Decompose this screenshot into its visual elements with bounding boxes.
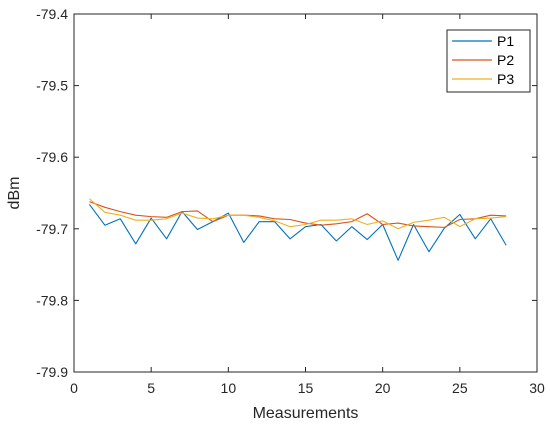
legend-box bbox=[446, 29, 531, 93]
legend: P1 P2 P3 bbox=[446, 29, 531, 93]
y-tick-label: -79.8 bbox=[36, 292, 68, 308]
y-tick-label: -79.5 bbox=[36, 78, 68, 94]
series-line-p1 bbox=[88, 204, 507, 261]
series-layer bbox=[88, 198, 507, 261]
legend-label-p1: P1 bbox=[497, 33, 514, 49]
x-tick-label: 20 bbox=[375, 380, 391, 396]
y-tick-label: -79.9 bbox=[36, 364, 68, 380]
y-tick-label: -79.4 bbox=[36, 6, 68, 22]
series-line-p2 bbox=[89, 201, 507, 228]
legend-label-p3: P3 bbox=[497, 71, 514, 87]
x-axis-label: Measurements bbox=[253, 405, 359, 422]
y-tick-label: -79.7 bbox=[36, 221, 68, 237]
y-tick-label: -79.6 bbox=[36, 149, 68, 165]
legend-label-p2: P2 bbox=[497, 52, 514, 68]
x-tick-label: 15 bbox=[298, 380, 314, 396]
x-tick-label: 25 bbox=[452, 380, 468, 396]
x-tick-label: 10 bbox=[221, 380, 237, 396]
y-axis-label: dBm bbox=[6, 177, 23, 210]
x-tick-label: 5 bbox=[147, 380, 155, 396]
x-tick-label: 30 bbox=[529, 380, 545, 396]
series-line-p3 bbox=[89, 198, 507, 230]
x-tick-label: 0 bbox=[70, 380, 78, 396]
axes-layer: 0 5 10 15 20 25 30 -79.9 -79.8 -79.7 -79.6 -79.5 -79… bbox=[36, 6, 545, 396]
